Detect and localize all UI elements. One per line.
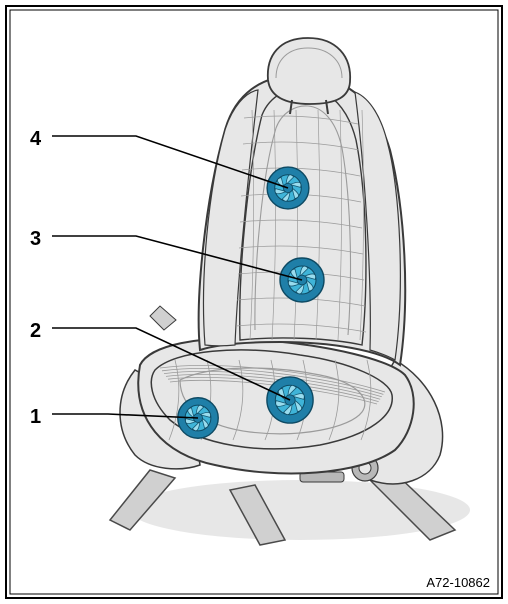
callout-label-3: 3 (30, 228, 41, 251)
figure-id-label: A72-10862 (426, 575, 490, 590)
callout-label-2: 2 (30, 320, 41, 343)
figure-frame: 4 3 2 1 A72-10862 (0, 0, 508, 604)
callout-label-1: 1 (30, 406, 41, 429)
seat-illustration (0, 0, 508, 604)
callout-label-4: 4 (30, 128, 41, 151)
